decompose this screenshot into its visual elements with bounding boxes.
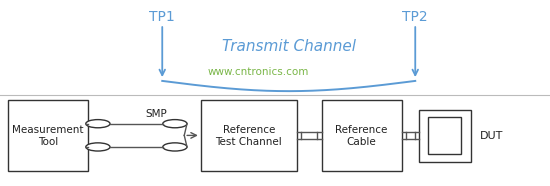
Text: TP1: TP1 xyxy=(150,10,175,24)
Text: SMP: SMP xyxy=(146,109,168,119)
Text: DUT: DUT xyxy=(480,131,503,141)
Text: www.cntronics.com: www.cntronics.com xyxy=(208,67,309,77)
FancyBboxPatch shape xyxy=(8,100,88,171)
Circle shape xyxy=(163,120,187,128)
Text: Reference
Cable: Reference Cable xyxy=(336,125,388,147)
Text: Transmit Channel: Transmit Channel xyxy=(222,39,356,54)
Text: Reference
Test Channel: Reference Test Channel xyxy=(216,125,282,147)
FancyBboxPatch shape xyxy=(428,117,461,154)
Circle shape xyxy=(86,143,110,151)
Circle shape xyxy=(86,120,110,128)
Text: Measurement
Tool: Measurement Tool xyxy=(12,125,84,147)
FancyBboxPatch shape xyxy=(322,100,402,171)
FancyBboxPatch shape xyxy=(201,100,297,171)
Text: TP2: TP2 xyxy=(403,10,428,24)
Circle shape xyxy=(163,143,187,151)
FancyBboxPatch shape xyxy=(419,110,471,162)
